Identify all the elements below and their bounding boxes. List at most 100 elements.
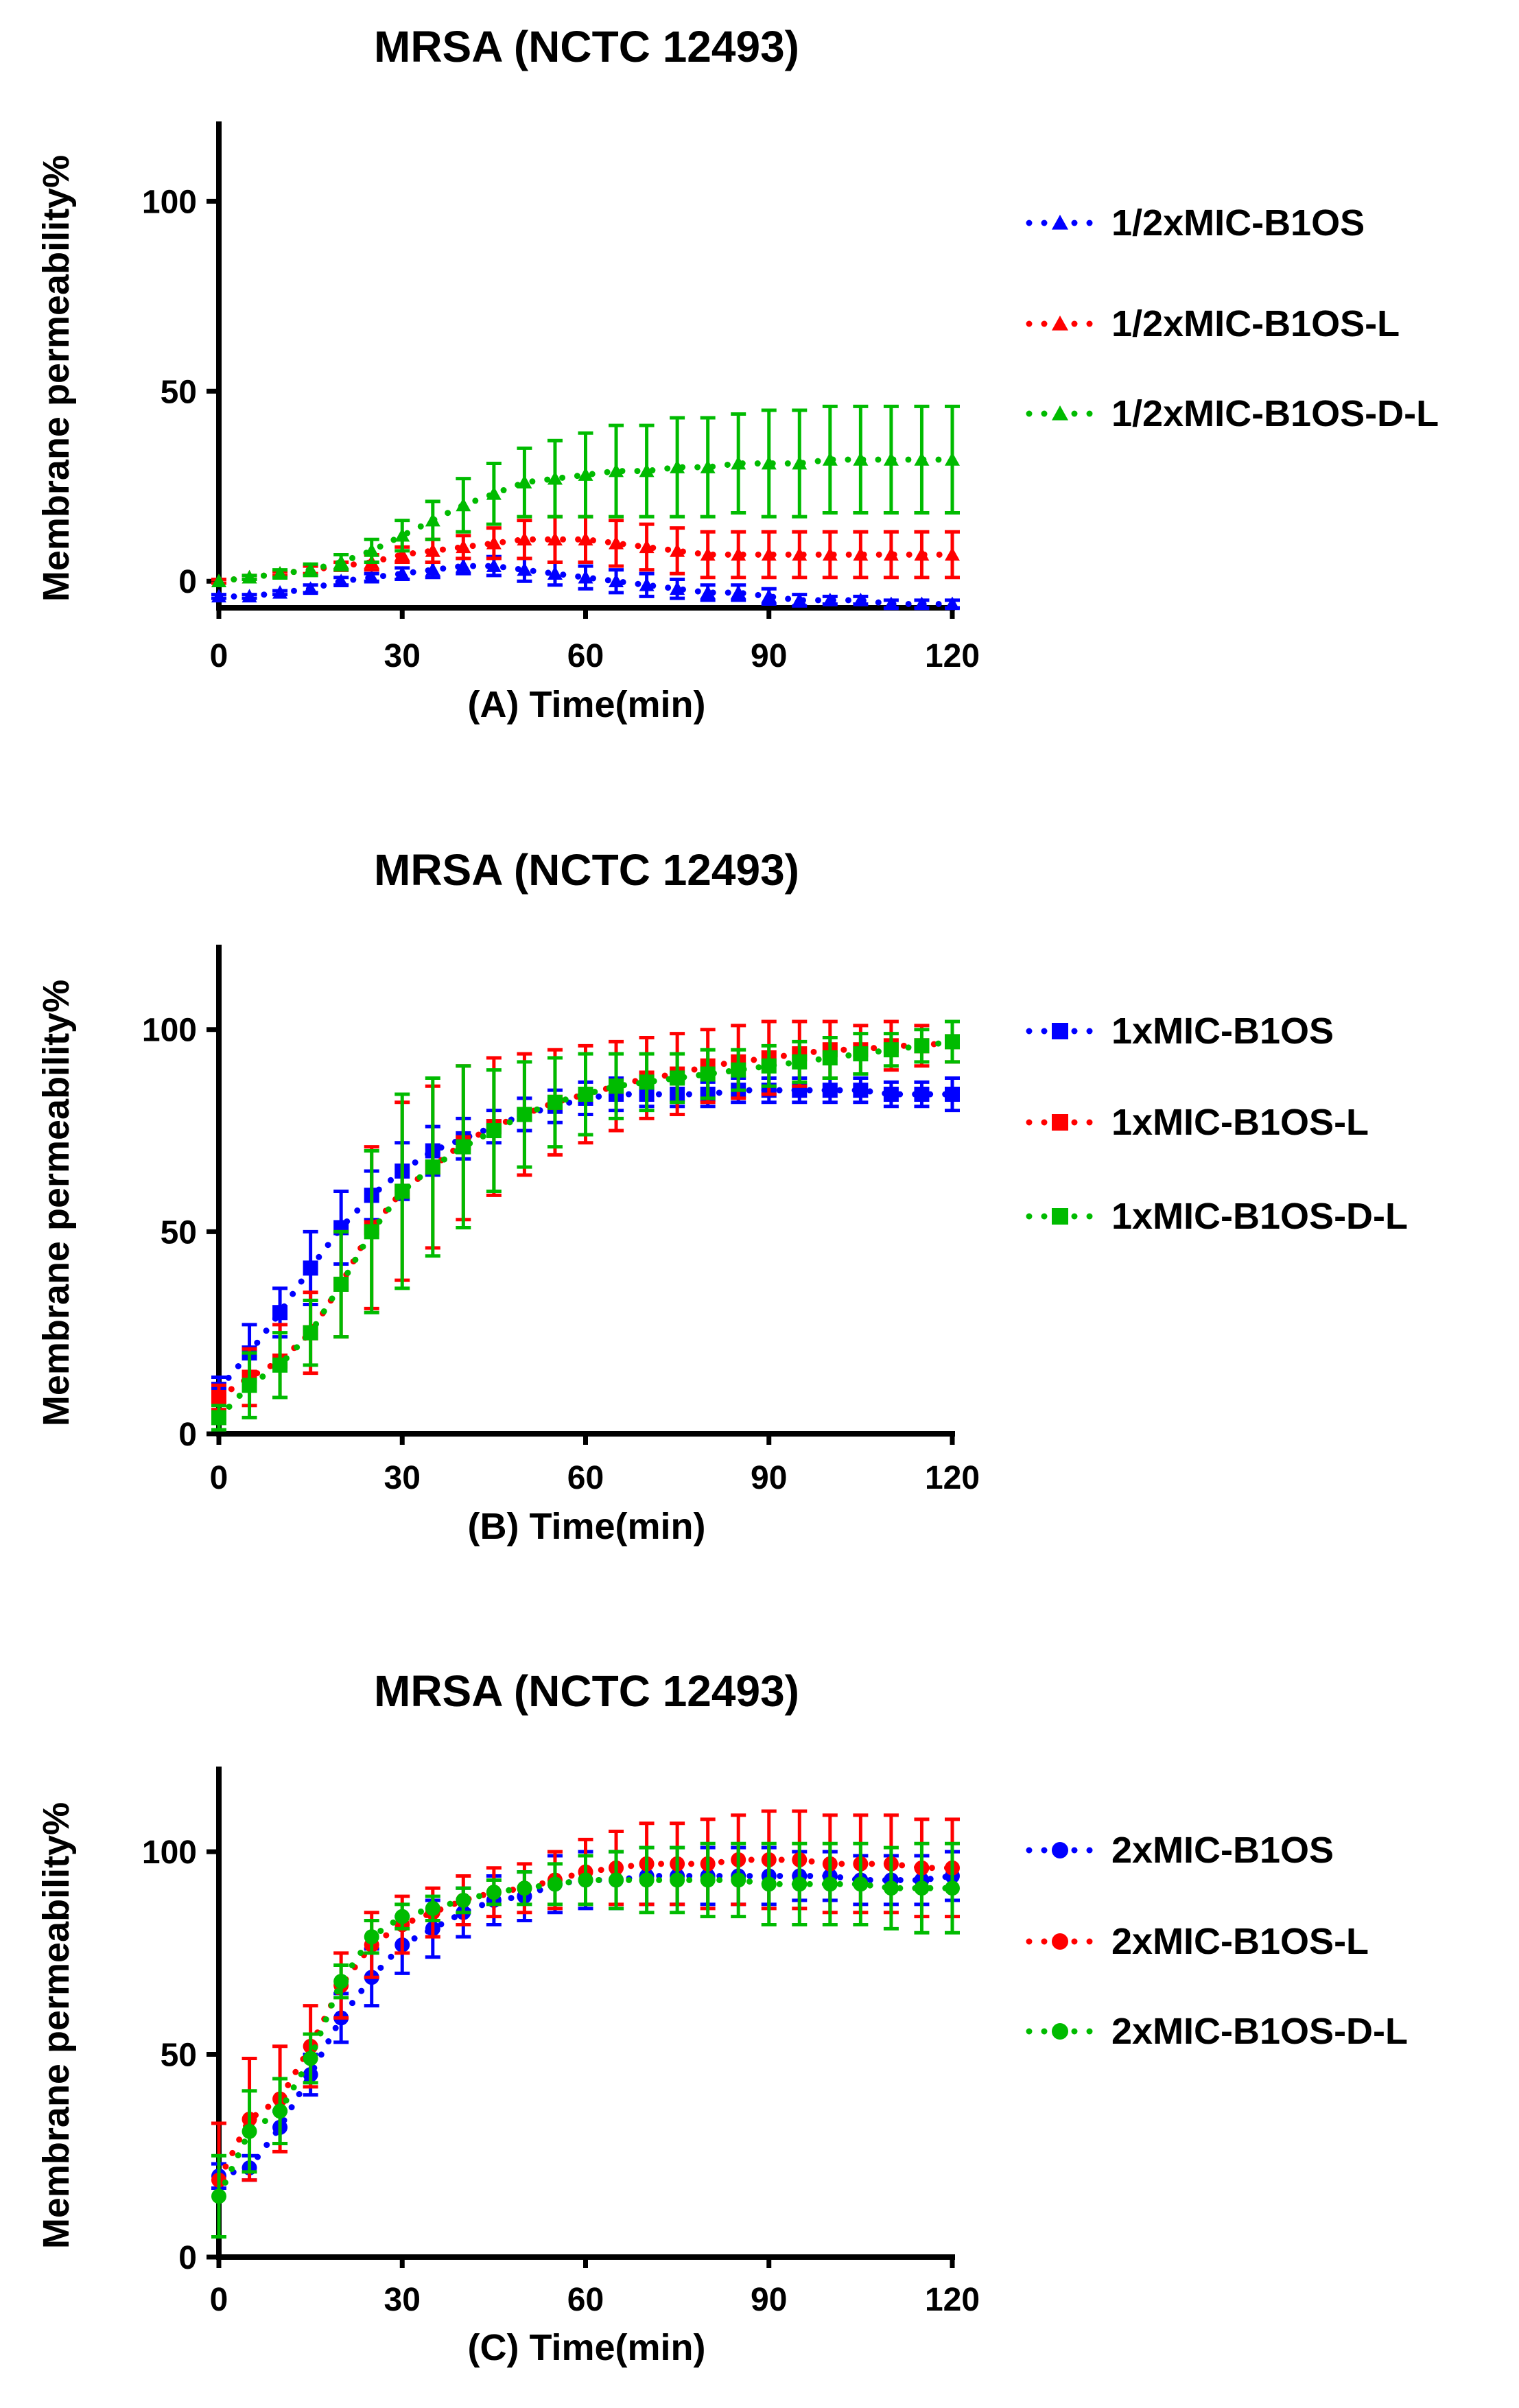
chart-title: MRSA (NCTC 12493) [374, 845, 799, 895]
series-1 [211, 554, 960, 611]
data-point-circle [456, 1893, 471, 1908]
data-point-triangle [883, 451, 899, 466]
data-point-circle [486, 1885, 502, 1900]
data-point-triangle [609, 535, 624, 550]
data-point-triangle [914, 547, 930, 561]
x-tick-label: 90 [751, 2282, 787, 2318]
data-point-square [945, 1087, 960, 1102]
data-point-triangle [945, 596, 960, 611]
data-point-square [1052, 1023, 1068, 1039]
data-point-square [731, 1062, 746, 1078]
legend-label: 1xMIC-B1OS-D-L [1111, 1196, 1408, 1237]
data-point-triangle [364, 569, 379, 584]
y-tick-label: 100 [142, 184, 197, 220]
data-point-triangle [395, 566, 410, 580]
data-point-circle [242, 2123, 257, 2139]
data-point-triangle [486, 535, 502, 550]
data-point-square [578, 1087, 593, 1102]
legend-label: 1xMIC-B1OS [1111, 1011, 1334, 1052]
data-point-circle [609, 1872, 624, 1888]
x-axis-label: (A) Time(min) [468, 684, 706, 725]
data-point-triangle [517, 475, 532, 489]
data-point-circle [670, 1872, 685, 1888]
data-point-triangle [395, 528, 410, 542]
data-point-circle [853, 1876, 869, 1892]
data-point-triangle [761, 547, 777, 561]
data-point-triangle [883, 547, 899, 561]
data-point-triangle [456, 539, 471, 554]
data-point-triangle [486, 486, 502, 500]
x-tick-label: 120 [925, 638, 980, 674]
legend-label: 1/2xMIC-B1OS [1111, 202, 1365, 244]
chart-panel-3: MRSA (NCTC 12493) 0 30 60 90 120 0 50 100 (C) Tim… [36, 1666, 1408, 2368]
data-point-square [517, 1107, 532, 1122]
y-tick-label: 50 [161, 2038, 197, 2074]
data-point-triangle [761, 456, 777, 470]
data-point-triangle [456, 497, 471, 512]
data-point-triangle [853, 547, 869, 561]
data-point-triangle [914, 451, 930, 466]
y-axis-label: Membrane permeability% [36, 155, 77, 602]
data-point-triangle [639, 577, 655, 591]
data-point-triangle [792, 547, 808, 561]
data-point-square [333, 1276, 349, 1292]
data-point-triangle [883, 596, 899, 611]
data-point-square [395, 1183, 410, 1199]
data-point-triangle [822, 451, 838, 466]
data-point-circle [1052, 1842, 1068, 1858]
legend-label: 2xMIC-B1OS-D-L [1111, 2011, 1408, 2052]
legend-item-2: 2xMIC-B1OS-L [1026, 1921, 1369, 1962]
data-point-triangle [1052, 215, 1068, 230]
data-point-circle [395, 1909, 410, 1924]
data-point-square [425, 1159, 440, 1175]
data-point-triangle [700, 585, 716, 599]
data-point-square [883, 1042, 899, 1058]
data-point-triangle [303, 581, 318, 595]
data-point-triangle [700, 460, 716, 473]
data-point-square [364, 1224, 379, 1240]
data-point-triangle [211, 589, 226, 603]
data-point-circle [883, 1880, 899, 1896]
data-point-circle [639, 1872, 655, 1888]
data-point-triangle [242, 589, 257, 603]
chart-panel-1: MRSA (NCTC 12493) 0 30 60 90 120 0 50 100 (A) Tim… [36, 22, 1439, 725]
legend-item-3: 1/2xMIC-B1OS-D-L [1026, 393, 1439, 434]
data-point-triangle [609, 463, 624, 477]
data-point-square [639, 1074, 655, 1090]
data-point-triangle [945, 547, 960, 561]
data-point-triangle [242, 569, 257, 584]
legend-item-3: 2xMIC-B1OS-D-L [1026, 2011, 1408, 2052]
data-point-square [242, 1378, 257, 1393]
data-point-square [609, 1078, 624, 1094]
data-point-triangle [425, 512, 440, 527]
data-point-triangle [731, 547, 746, 561]
data-point-circle [1052, 1933, 1068, 1950]
series-3 [211, 1019, 960, 1432]
data-point-circle [272, 2103, 288, 2119]
x-tick-label: 30 [384, 1460, 421, 1496]
x-tick-label: 30 [384, 2282, 421, 2318]
data-point-triangle [364, 543, 379, 557]
series-3 [211, 1841, 960, 2239]
data-point-circle [547, 1876, 563, 1892]
data-point-triangle [761, 589, 777, 603]
data-point-square [914, 1038, 930, 1054]
x-axis-label: (B) Time(min) [468, 1506, 706, 1547]
series-line [215, 1876, 956, 2199]
data-point-square [883, 1087, 899, 1102]
data-point-circle [211, 2188, 226, 2204]
data-point-triangle [333, 554, 349, 569]
data-point-square [547, 1094, 563, 1110]
data-point-circle [1052, 2023, 1068, 2040]
data-point-triangle [517, 532, 532, 546]
data-point-triangle [670, 543, 685, 557]
data-point-triangle [639, 539, 655, 554]
data-point-circle [822, 1876, 838, 1892]
data-point-square [303, 1260, 318, 1276]
data-point-square [822, 1083, 838, 1098]
data-point-square [700, 1066, 716, 1082]
data-point-triangle [639, 463, 655, 477]
legend-item-1: 1xMIC-B1OS [1026, 1011, 1334, 1052]
chart-title: MRSA (NCTC 12493) [374, 1666, 799, 1716]
